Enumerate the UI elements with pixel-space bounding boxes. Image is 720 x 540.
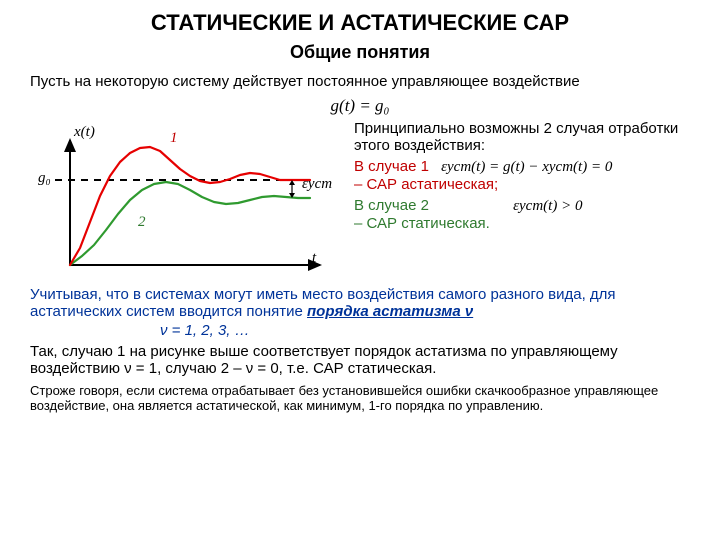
page-subtitle: Общие понятия	[30, 42, 690, 63]
epsilon-label: εуст	[302, 176, 332, 193]
case1-formula: εуст(t) = g(t) − xуст(t) = 0	[441, 159, 612, 175]
blue-paragraph: Учитывая, что в системах могут иметь мес…	[30, 286, 690, 320]
case1-line: В случае 1 εуст(t) = g(t) − xуст(t) = 0 …	[354, 158, 690, 193]
right-lead: Принципиально возможны 2 случая отработк…	[354, 120, 690, 154]
blue-term: порядка астатизма ν	[307, 303, 473, 320]
page-title: СТАТИЧЕСКИЕ И АСТАТИЧЕСКИЕ САР	[30, 10, 690, 36]
case2-text: В случае 2	[354, 197, 429, 214]
g0-label: g₀	[38, 170, 51, 187]
case2-line: В случае 2 εуст(t) > 0 – САР статическая…	[354, 197, 690, 232]
v-values: ν = 1, 2, 3, …	[160, 322, 690, 339]
y-axis-label: x(t)	[74, 124, 95, 141]
x-axis-label: t	[312, 250, 316, 267]
intro-text: Пусть на некоторую систему действует пос…	[30, 73, 690, 90]
right-column: Принципиально возможны 2 случая отработк…	[354, 120, 690, 236]
bottom-para-2: Строже говоря, если система отрабатывает…	[30, 383, 690, 413]
case1-text: В случае 1	[354, 158, 429, 175]
curve1-label: 1	[170, 130, 178, 147]
curve2-label: 2	[138, 214, 146, 231]
response-chart: x(t) t g₀ 1 2 εуст	[30, 120, 340, 280]
case2-tail: – САР статическая.	[354, 215, 490, 232]
case2-formula: εуст(t) > 0	[513, 198, 582, 214]
case1-tail: – САР астатическая;	[354, 176, 498, 193]
formula-main: g(t) = g₀	[30, 96, 690, 116]
bottom-para-1: Так, случаю 1 на рисунке выше соответств…	[30, 343, 690, 377]
